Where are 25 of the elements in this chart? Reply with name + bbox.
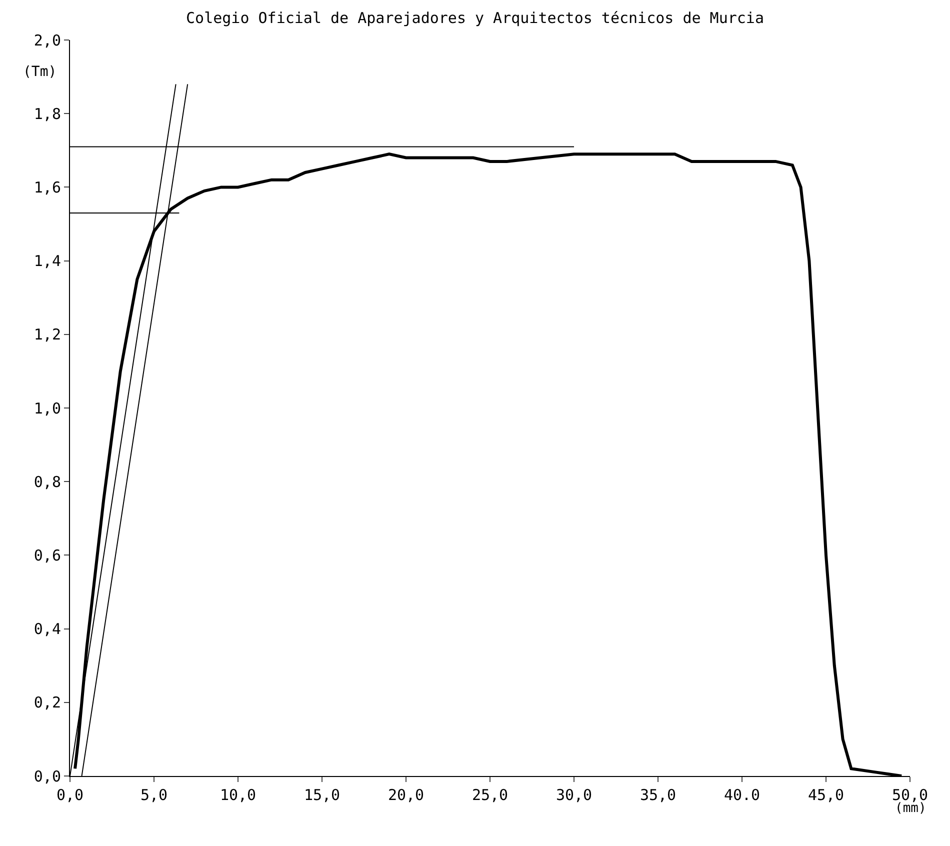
- x-tick-label: 20,0: [388, 786, 424, 804]
- x-tick-label: 0,0: [56, 786, 84, 804]
- y-tick-label: 0,2: [34, 694, 61, 712]
- y-tick-label: 1,6: [34, 178, 61, 196]
- chart-title: Colegio Oficial de Aparejadores y Arquitectos técnicos de Murcia: [186, 9, 764, 28]
- y-tick-label: 0,0: [34, 767, 61, 786]
- x-tick-label: 45,0: [808, 786, 844, 804]
- y-tick-label: 0,6: [34, 546, 61, 564]
- y-tick-label: 1,4: [34, 252, 61, 270]
- y-tick-label: 1,8: [34, 104, 61, 123]
- x-tick-label: 10,0: [220, 786, 256, 804]
- y-tick-label: 2,0: [34, 31, 61, 50]
- y-tick-label: 1,0: [34, 399, 61, 418]
- x-tick-label: 35,0: [640, 786, 676, 804]
- x-tick-label: 40.0: [724, 786, 760, 804]
- x-axis-title: (mm): [895, 801, 926, 816]
- x-tick-label: 25,0: [472, 786, 508, 804]
- x-tick-label: 15,0: [304, 786, 340, 804]
- x-tick-label: 30,0: [556, 786, 592, 804]
- y-tick-label: 1,2: [34, 326, 61, 344]
- x-tick-label: 5,0: [140, 786, 168, 804]
- y-tick-label: 0,4: [34, 620, 61, 638]
- y-tick-label: 0,8: [34, 472, 61, 491]
- x-tick-label: 50,0: [892, 786, 928, 804]
- y-axis-title: (Tm): [23, 64, 57, 80]
